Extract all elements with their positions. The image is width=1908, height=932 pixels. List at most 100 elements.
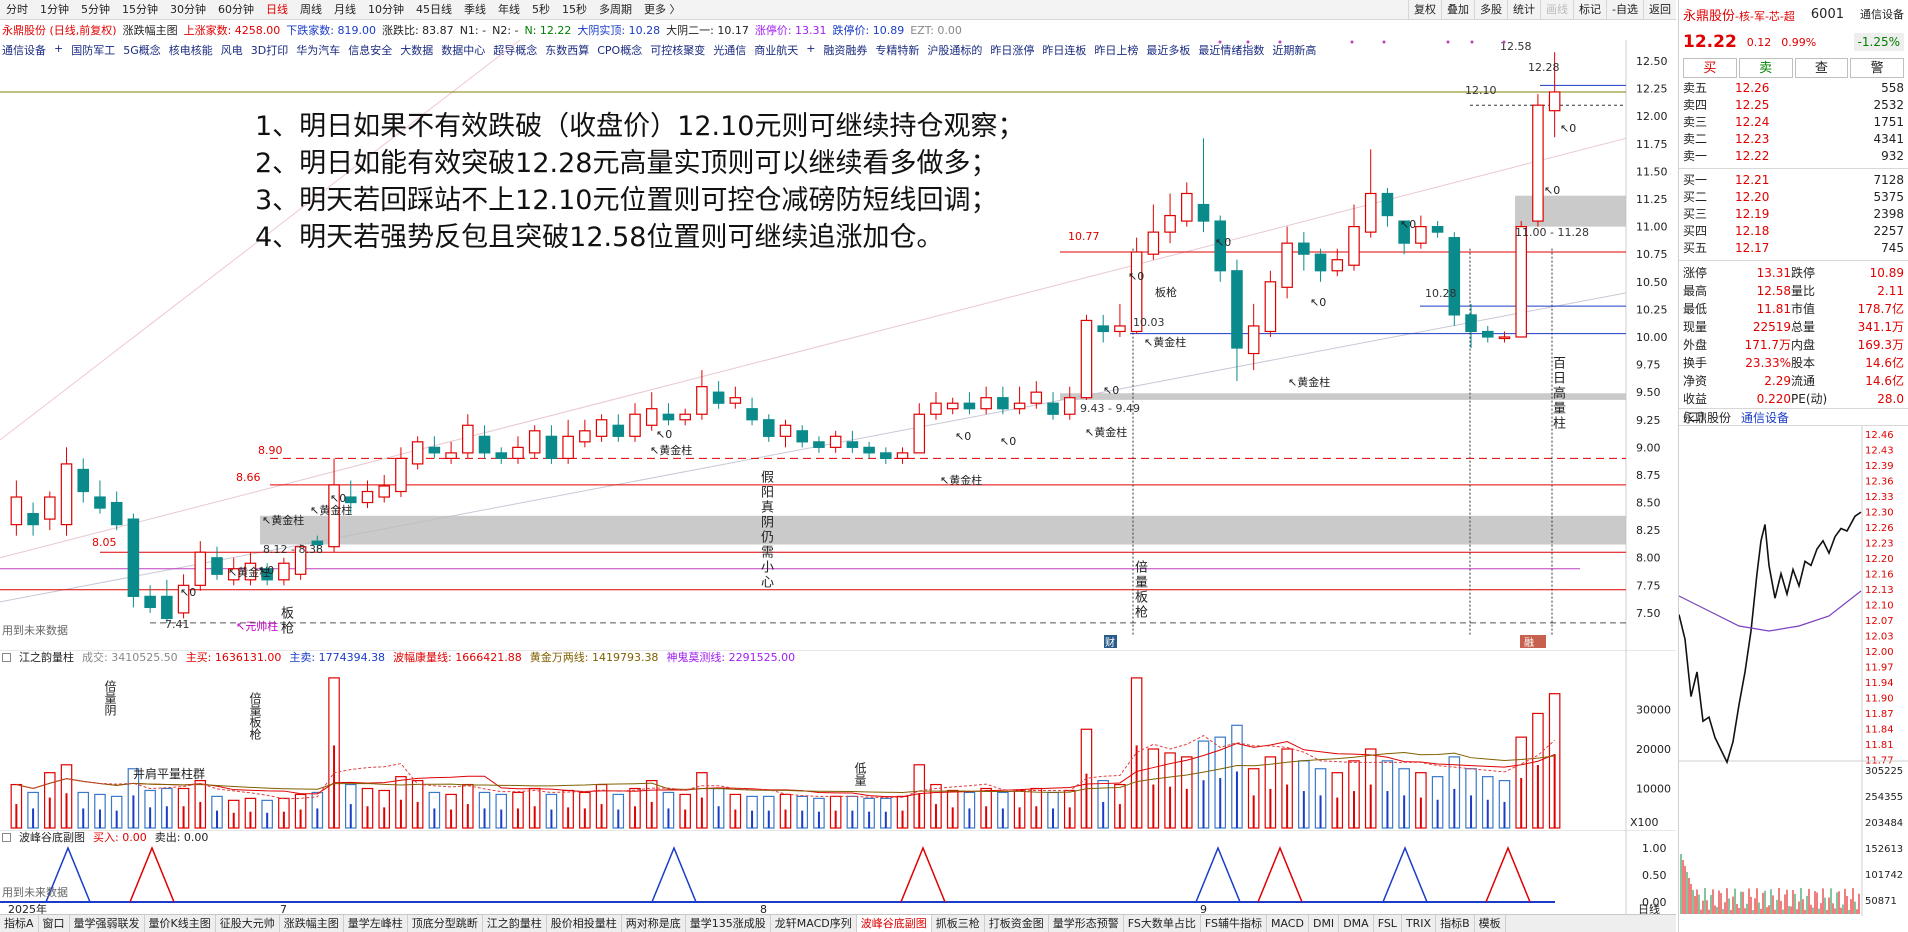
concept-tag[interactable]: 最近情绪指数 xyxy=(1198,44,1265,57)
concept-tag[interactable]: 通信设备 xyxy=(2,44,46,57)
concept-tag[interactable]: 超导概念 xyxy=(493,44,538,57)
concept-tag[interactable]: 最近多板 xyxy=(1146,44,1191,57)
concept-tag[interactable]: 近期新高 xyxy=(1272,44,1317,57)
concept-tag[interactable]: 昨日涨停 xyxy=(990,44,1035,57)
tab-7[interactable]: 顶底分型跳断 xyxy=(408,915,483,932)
tab-22[interactable]: FSL xyxy=(1374,915,1402,932)
stat-label: 净资 xyxy=(1683,374,1708,388)
sell-button[interactable]: 卖 xyxy=(1738,58,1793,78)
period-7[interactable]: 周线 xyxy=(300,2,322,16)
volume-inner-bar xyxy=(951,807,954,828)
period-15[interactable]: 多周期 xyxy=(599,2,632,16)
indicator-name[interactable]: 涨跌幅主图 xyxy=(122,24,178,37)
tab-8[interactable]: 江之韵量柱 xyxy=(483,915,547,932)
buy-button[interactable]: 买 xyxy=(1683,58,1737,78)
toolbar-button-7[interactable]: 返回 xyxy=(1643,0,1676,20)
period-12[interactable]: 年线 xyxy=(498,2,520,16)
tab-4[interactable]: 征股大元帅 xyxy=(216,915,280,932)
concept-tag[interactable]: + xyxy=(54,42,64,55)
tab-23[interactable]: TRIX xyxy=(1402,915,1437,932)
period-9[interactable]: 10分钟 xyxy=(368,2,404,16)
concept-tag[interactable]: 5G概念 xyxy=(123,44,161,57)
tab-18[interactable]: FS辅牛指标 xyxy=(1201,915,1267,932)
concept-tag[interactable]: 大数据 xyxy=(400,44,434,57)
concept-tag[interactable]: 国防军工 xyxy=(71,44,116,57)
concept-tag[interactable]: 华为汽车 xyxy=(296,44,341,57)
toolbar-button-3[interactable]: 统计 xyxy=(1507,0,1540,20)
tab-11[interactable]: 量学135涨成股 xyxy=(686,915,771,932)
concept-tag[interactable]: 信息安全 xyxy=(348,44,393,57)
tab-2[interactable]: 量学强弱联发 xyxy=(70,915,145,932)
concept-tag[interactable]: CPO概念 xyxy=(597,44,643,57)
tab-19[interactable]: MACD xyxy=(1267,915,1309,932)
tab-10[interactable]: 两对称是底 xyxy=(622,915,686,932)
tab-6[interactable]: 量学左峰柱 xyxy=(344,915,408,932)
candle xyxy=(161,595,173,620)
tab-17[interactable]: FS大数单占比 xyxy=(1124,915,1201,932)
candlestick-chart[interactable]: 12.50 12.25 12.00 11.75 11.50 11.25 11.00 10.75… xyxy=(0,40,1676,650)
stat-value: 178.7亿 xyxy=(1857,302,1904,316)
period-10[interactable]: 45日线 xyxy=(416,2,452,16)
concept-tag[interactable]: 融资融券 xyxy=(823,44,868,57)
concept-tag[interactable]: + xyxy=(806,42,816,55)
concept-tag[interactable]: 东数西算 xyxy=(545,44,590,57)
concept-tag[interactable]: 沪股通标的 xyxy=(927,44,983,57)
collapse-icon-2[interactable] xyxy=(2,833,11,842)
concept-tag[interactable]: 核电核能 xyxy=(168,44,213,57)
toolbar-button-5[interactable]: 标记 xyxy=(1573,0,1606,20)
tab-21[interactable]: DMA xyxy=(1339,915,1374,932)
tab-15[interactable]: 打板资金图 xyxy=(985,915,1049,932)
period-13[interactable]: 5秒 xyxy=(532,2,550,16)
period-0[interactable]: 分时 xyxy=(6,2,28,16)
tab-25[interactable]: 模板 xyxy=(1475,915,1506,932)
period-1[interactable]: 1分钟 xyxy=(40,2,69,16)
collapse-icon[interactable] xyxy=(2,653,11,662)
stat-label: 最低 xyxy=(1683,302,1708,316)
tab-1[interactable]: 窗口 xyxy=(39,915,70,932)
price-tick: 8.75 xyxy=(1636,469,1661,482)
tab-3[interactable]: 量价K线主图 xyxy=(145,915,216,932)
toolbar-button-0[interactable]: 复权 xyxy=(1408,0,1441,20)
stat-value: 28.0 xyxy=(1877,392,1904,406)
toolbar-button-2[interactable]: 多股 xyxy=(1474,0,1507,20)
concept-tag[interactable]: 专精特新 xyxy=(875,44,920,57)
bw-title[interactable]: 波峰谷底副图 xyxy=(19,831,85,844)
query-button[interactable]: 查 xyxy=(1794,58,1849,78)
toolbar-button-1[interactable]: 叠加 xyxy=(1441,0,1474,20)
period-6[interactable]: 日线 xyxy=(266,2,288,16)
price-label: 9.43 - 9.49 xyxy=(1080,402,1140,415)
tab-13[interactable]: 波峰谷底副图 xyxy=(856,915,932,932)
minute-chart[interactable]: 12.46 12.43 12.39 12.36 12.33 12.30 12.26 12.23… xyxy=(1678,426,1908,916)
vol-title[interactable]: 江之韵量柱 xyxy=(19,651,74,664)
alert-button[interactable]: 警 xyxy=(1850,58,1904,78)
concept-tag[interactable]: 光通信 xyxy=(713,44,747,57)
tab-0[interactable]: 指标A xyxy=(0,915,39,932)
tab-20[interactable]: DMI xyxy=(1309,915,1340,932)
period-5[interactable]: 60分钟 xyxy=(218,2,254,16)
period-4[interactable]: 30分钟 xyxy=(170,2,206,16)
tab-9[interactable]: 股价相投量柱 xyxy=(547,915,622,932)
order-label: 买一 xyxy=(1683,173,1708,187)
wave-chart[interactable]: 1.00 0.50 0.00 用到未来数据 2025年 7 8 9 日线 xyxy=(0,830,1676,914)
concept-tag[interactable]: 昨日连板 xyxy=(1042,44,1087,57)
tab-5[interactable]: 涨跌幅主图 xyxy=(280,915,344,932)
tab-24[interactable]: 指标B xyxy=(1436,915,1475,932)
concept-tag[interactable]: 可控核聚变 xyxy=(650,44,706,57)
tab-12[interactable]: 龙轩MACD序列 xyxy=(771,915,857,932)
toolbar-button-4[interactable]: 画线 xyxy=(1540,0,1573,20)
concept-tag[interactable]: 昨日上榜 xyxy=(1094,44,1139,57)
period-14[interactable]: 15秒 xyxy=(562,2,587,16)
concept-tag[interactable]: 3D打印 xyxy=(250,44,289,57)
period-3[interactable]: 15分钟 xyxy=(122,2,158,16)
toolbar-button-6[interactable]: -自选 xyxy=(1606,0,1643,20)
concept-tag[interactable]: 数据中心 xyxy=(441,44,486,57)
concept-tag[interactable]: 风电 xyxy=(220,44,243,57)
tab-14[interactable]: 抓板三枪 xyxy=(932,915,985,932)
period-11[interactable]: 季线 xyxy=(464,2,486,16)
period-8[interactable]: 月线 xyxy=(334,2,356,16)
period-16[interactable]: 更多 〉 xyxy=(644,2,681,16)
period-2[interactable]: 5分钟 xyxy=(81,2,110,16)
concept-tag[interactable]: 商业航天 xyxy=(754,44,799,57)
tab-16[interactable]: 量学形态预警 xyxy=(1049,915,1124,932)
